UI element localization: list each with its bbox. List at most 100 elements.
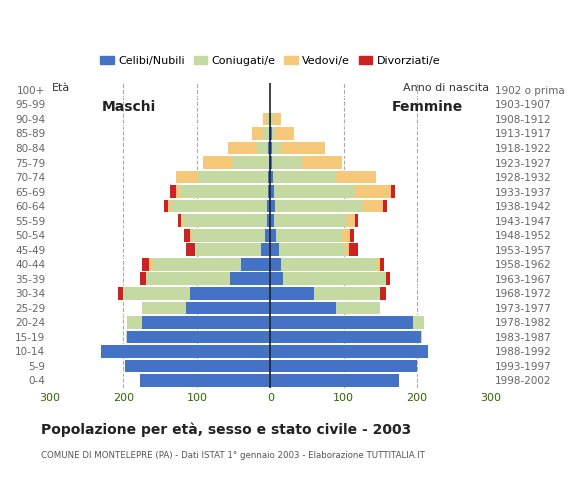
Bar (269, 127, 270, 140)
Bar (380, 258, 384, 271)
Bar (164, 200, 168, 213)
Bar (270, 301, 336, 314)
Bar (270, 171, 273, 183)
Bar (362, 200, 383, 213)
Bar (281, 142, 325, 155)
Bar (268, 142, 270, 155)
Bar (386, 272, 390, 285)
Bar (183, 214, 267, 227)
Bar (178, 214, 181, 227)
Bar (269, 156, 270, 169)
Bar (380, 287, 386, 300)
Bar (195, 243, 261, 256)
Bar (142, 258, 149, 271)
Bar (125, 360, 270, 372)
Bar (270, 243, 279, 256)
Text: Maschi: Maschi (102, 100, 155, 114)
Bar (273, 156, 302, 169)
Bar (186, 243, 195, 256)
Bar (267, 200, 270, 213)
Bar (270, 331, 420, 343)
Bar (241, 258, 270, 271)
Bar (127, 316, 142, 329)
Bar (420, 331, 422, 343)
Bar (354, 214, 358, 227)
Bar (263, 127, 269, 140)
Bar (192, 229, 265, 241)
Bar (314, 287, 380, 300)
Bar (267, 112, 270, 125)
Bar (268, 185, 270, 198)
Bar (261, 243, 270, 256)
Bar (270, 360, 417, 372)
Bar (146, 272, 230, 285)
Bar (270, 142, 273, 155)
Text: Anno di nascita: Anno di nascita (403, 83, 489, 93)
Bar (376, 258, 380, 271)
Bar (102, 345, 270, 358)
Bar (268, 171, 270, 183)
Bar (176, 185, 180, 198)
Bar (265, 229, 270, 241)
Bar (270, 185, 274, 198)
Bar (270, 200, 275, 213)
Bar (230, 272, 270, 285)
Bar (126, 331, 127, 343)
Bar (414, 316, 425, 329)
Bar (184, 229, 190, 241)
Bar (349, 243, 358, 256)
Bar (232, 156, 269, 169)
Bar (270, 127, 271, 140)
Bar (198, 171, 268, 183)
Bar (270, 112, 271, 125)
Bar (274, 185, 354, 198)
Bar (171, 185, 176, 198)
Bar (276, 127, 293, 140)
Bar (270, 258, 281, 271)
Bar (271, 112, 273, 125)
Bar (336, 301, 380, 314)
Text: Femmine: Femmine (392, 100, 463, 114)
Bar (252, 127, 263, 140)
Bar (142, 301, 186, 314)
Bar (276, 229, 342, 241)
Bar (383, 200, 387, 213)
Bar (181, 214, 183, 227)
Bar (392, 185, 395, 198)
Bar (273, 171, 336, 183)
Bar (168, 200, 171, 213)
Bar (180, 185, 268, 198)
Bar (274, 214, 347, 227)
Bar (267, 214, 270, 227)
Bar (270, 345, 428, 358)
Bar (336, 171, 376, 183)
Bar (275, 200, 362, 213)
Bar (257, 142, 268, 155)
Bar (270, 374, 398, 387)
Bar (263, 112, 267, 125)
Bar (176, 171, 198, 183)
Bar (302, 156, 342, 169)
Bar (279, 243, 345, 256)
Bar (186, 301, 270, 314)
Bar (140, 272, 146, 285)
Bar (149, 258, 153, 271)
Text: COMUNE DI MONTELEPRE (PA) - Dati ISTAT 1° gennaio 2003 - Elaborazione TUTTITALIA: COMUNE DI MONTELEPRE (PA) - Dati ISTAT 1… (41, 451, 425, 460)
Legend: Celibi/Nubili, Coniugati/e, Vedovi/e, Divorziati/e: Celibi/Nubili, Coniugati/e, Vedovi/e, Di… (96, 51, 445, 71)
Bar (190, 229, 192, 241)
Bar (354, 185, 392, 198)
Bar (228, 142, 257, 155)
Bar (270, 287, 314, 300)
Bar (347, 214, 354, 227)
Bar (127, 331, 270, 343)
Bar (270, 272, 284, 285)
Bar (342, 229, 350, 241)
Bar (270, 156, 273, 169)
Bar (140, 374, 270, 387)
Bar (153, 258, 241, 271)
Text: Età: Età (52, 83, 70, 93)
Bar (350, 229, 354, 241)
Bar (124, 287, 190, 300)
Bar (270, 229, 276, 241)
Bar (284, 272, 386, 285)
